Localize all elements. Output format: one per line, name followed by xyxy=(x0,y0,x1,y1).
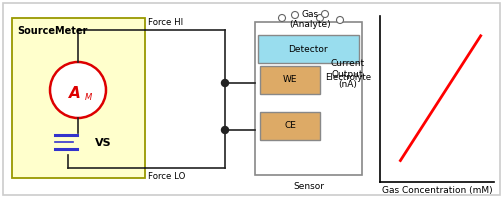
Bar xyxy=(260,66,320,94)
Text: WE: WE xyxy=(283,75,297,85)
Circle shape xyxy=(316,14,323,22)
X-axis label: Gas Concentration (mM): Gas Concentration (mM) xyxy=(382,186,492,195)
Text: Force LO: Force LO xyxy=(148,172,186,181)
Text: Electrolyte: Electrolyte xyxy=(325,73,371,83)
Text: M: M xyxy=(85,93,92,103)
Bar xyxy=(258,35,359,63)
Text: SourceMeter: SourceMeter xyxy=(17,26,88,36)
Bar xyxy=(260,112,320,140)
Circle shape xyxy=(292,11,298,18)
Text: Current
Output
(nA): Current Output (nA) xyxy=(330,59,365,89)
Circle shape xyxy=(337,16,344,24)
Circle shape xyxy=(321,10,328,17)
Circle shape xyxy=(279,14,286,22)
Text: VS: VS xyxy=(95,138,112,148)
Text: CE: CE xyxy=(284,122,296,130)
Text: Detector: Detector xyxy=(288,45,328,53)
Text: Force HI: Force HI xyxy=(148,18,183,27)
Bar xyxy=(255,22,362,175)
Bar xyxy=(12,18,145,178)
Circle shape xyxy=(221,127,228,133)
Circle shape xyxy=(50,62,106,118)
Circle shape xyxy=(221,80,228,87)
Text: Sensor: Sensor xyxy=(293,182,324,191)
Text: Gas
(Analyte): Gas (Analyte) xyxy=(289,10,331,29)
Text: A: A xyxy=(69,86,81,101)
